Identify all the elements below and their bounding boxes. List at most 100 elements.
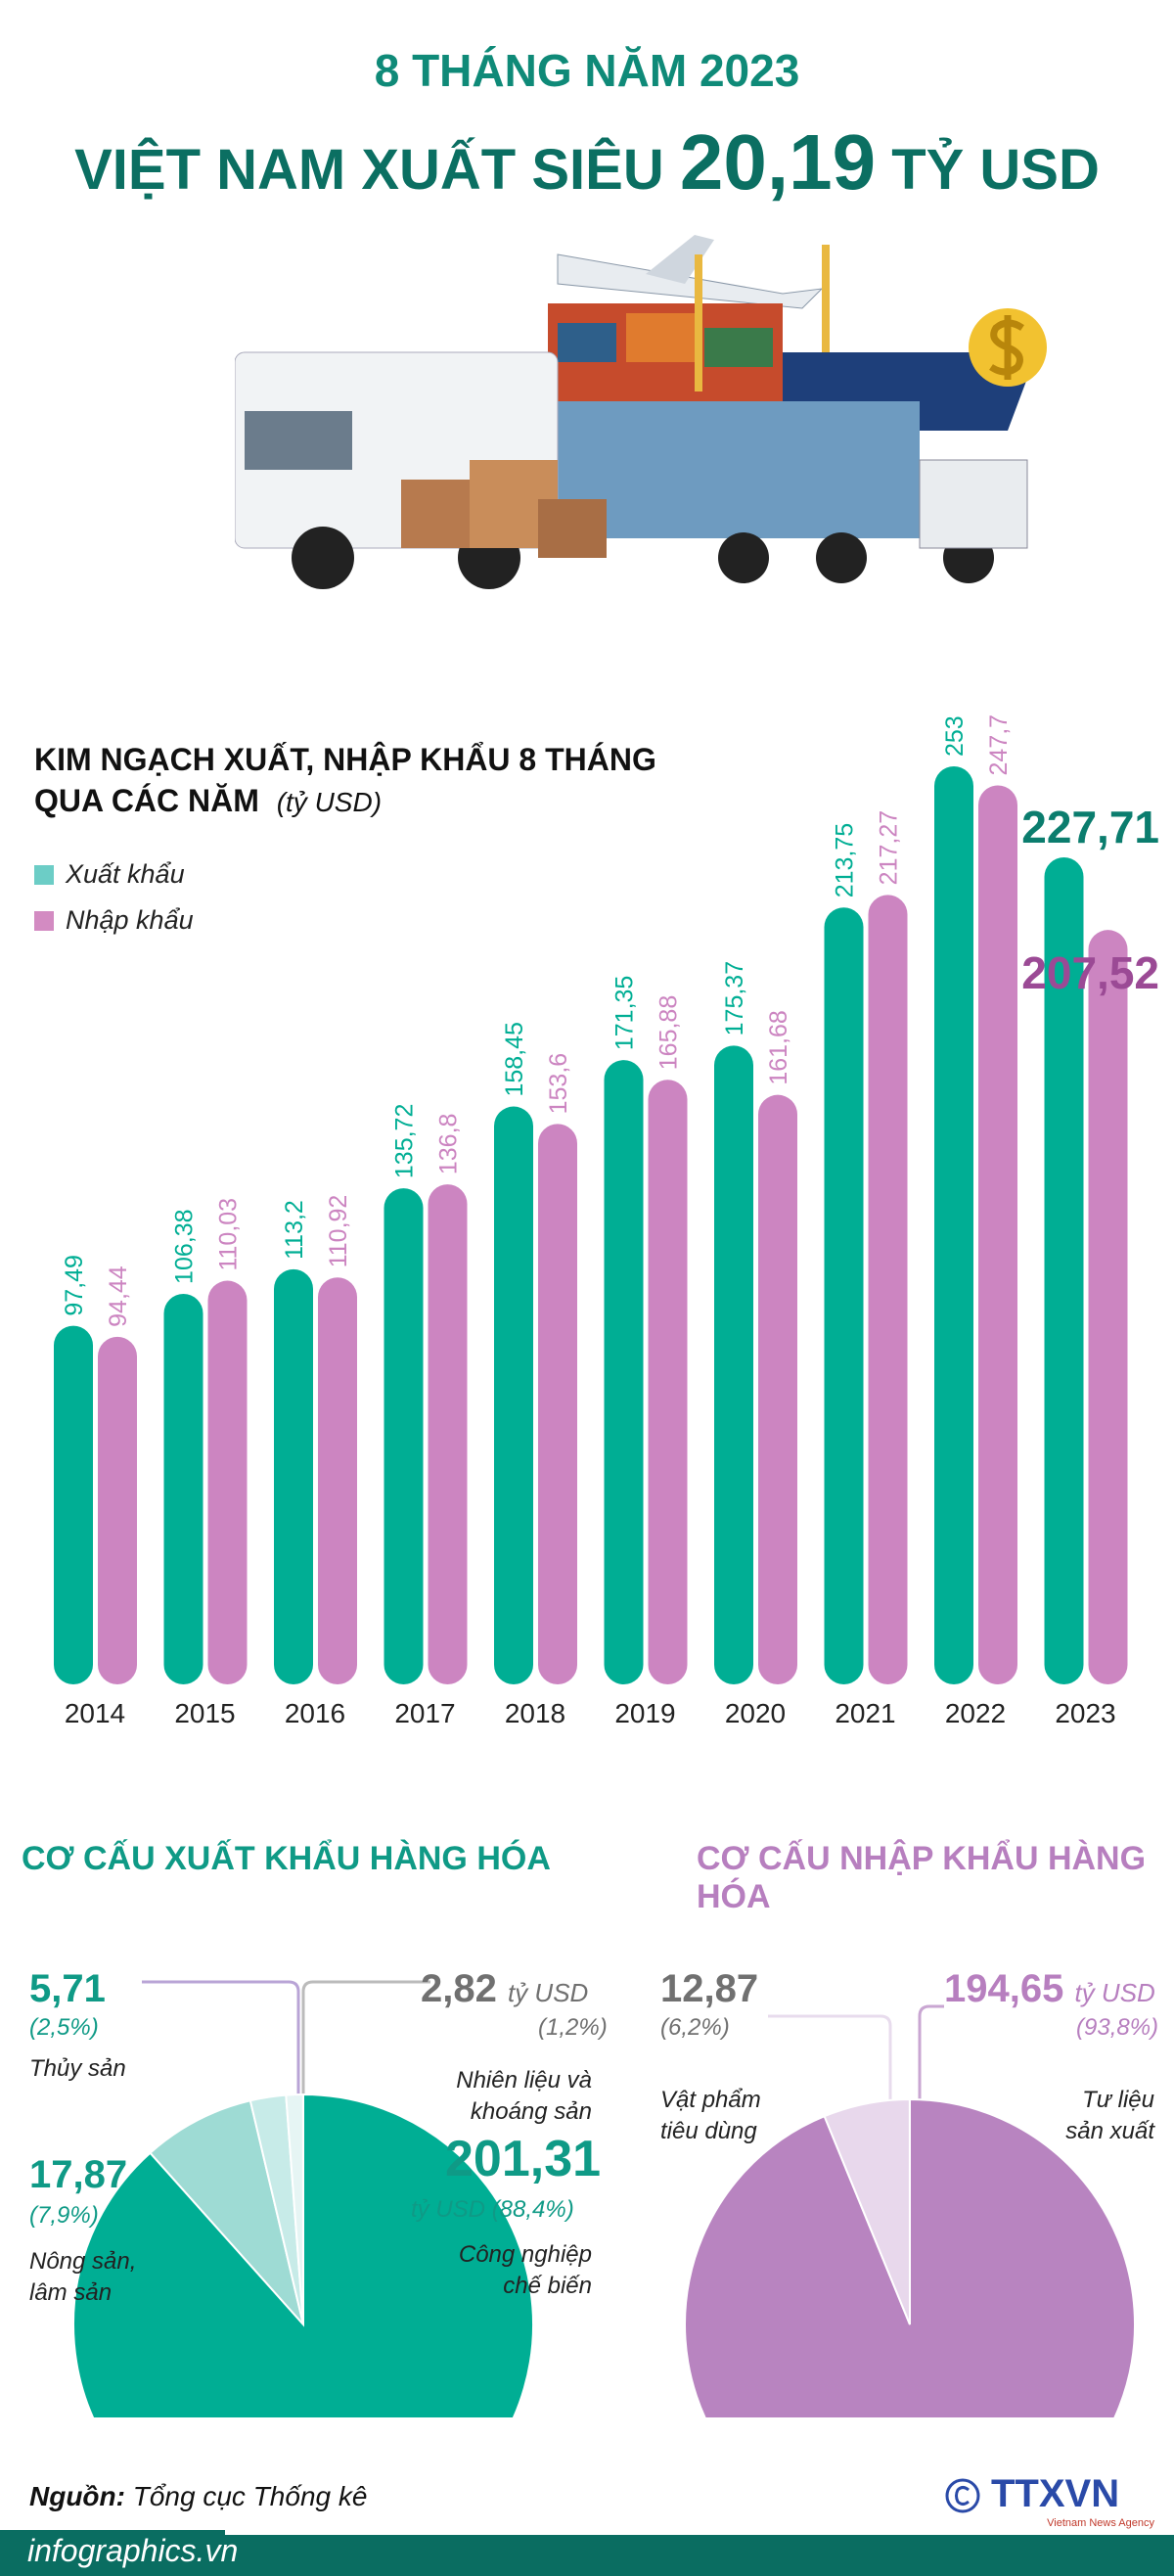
x-tick-label: 2015 <box>174 1698 235 1728</box>
bar-export-2014 <box>54 1325 93 1684</box>
bar-chart: 97,49 94,44 2014 106,38 110,03 2015 113,2 110,9… <box>54 714 1159 1728</box>
pie-charts <box>72 1980 1136 2417</box>
bar-import-2016 <box>318 1277 357 1684</box>
x-tick-label: 2016 <box>285 1698 345 1728</box>
legend-label-import: Nhập khẩu <box>66 905 194 935</box>
value-label: 247,7 <box>985 714 1013 776</box>
value-label: 135,72 <box>391 1104 419 1178</box>
export-pct-thuy-san: (2,5%) <box>29 2014 99 2041</box>
value-label: 213,75 <box>832 823 859 897</box>
logo-subtitle: Vietnam News Agency <box>1047 2517 1154 2529</box>
value-label: 153,6 <box>545 1053 572 1115</box>
bar-import-2019 <box>648 1080 688 1684</box>
bar-import-2018 <box>538 1124 577 1684</box>
trade-illustration <box>235 235 1047 589</box>
chart-title: KIM NGẠCH XUẤT, NHẬP KHẨU 8 THÁNG QUA CÁC… <box>34 739 656 823</box>
chart-title-line2: QUA CÁC NĂM <box>34 783 259 818</box>
bar-export-2018 <box>494 1106 533 1684</box>
legend-swatch-import <box>34 910 54 931</box>
export-structure-title: CƠ CẤU XUẤT KHẨU HÀNG HÓA <box>22 1840 551 1877</box>
logo-text: TTXVN <box>991 2472 1120 2515</box>
export-pct-cong-nghiep: tỷ USD (88,4%) <box>411 2196 574 2223</box>
export-value-thuy-san: 5,71 <box>29 1967 106 2010</box>
import-label-tieu-dung: Vật phẩm tiêu dùng <box>660 2087 761 2144</box>
source: Nguồn: Tổng cục Thống kê <box>29 2481 367 2512</box>
legend-import: Nhập khẩu <box>34 905 194 936</box>
value-label: 165,88 <box>655 995 683 1070</box>
x-tick-label: 2021 <box>835 1698 895 1728</box>
bar-export-2020 <box>714 1045 753 1684</box>
page-title: VIỆT NAM XUẤT SIÊU 20,19 TỶ USD <box>0 115 1174 217</box>
bar-export-2021 <box>824 907 864 1684</box>
bar-import-2017 <box>428 1184 468 1684</box>
subtitle: 8 THÁNG NĂM 2023 <box>374 45 800 96</box>
bar-import-2014 <box>98 1336 137 1684</box>
value-label: 161,68 <box>765 1010 792 1084</box>
export-pie-slice <box>285 2093 304 2325</box>
value-label: 97,49 <box>61 1255 88 1316</box>
title-value: 20,19 <box>679 118 877 206</box>
value-label: 136,8 <box>435 1114 463 1175</box>
value-label: 207,52 <box>1021 947 1159 998</box>
import-pct-tu-lieu: (93,8%) <box>1076 2014 1159 2041</box>
title-prefix: VIỆT NAM XUẤT SIÊU <box>74 138 664 202</box>
bar-export-2023 <box>1044 856 1084 1684</box>
chart-title-line1: KIM NGẠCH XUẤT, NHẬP KHẨU 8 THÁNG <box>34 742 656 777</box>
x-tick-label: 2020 <box>725 1698 786 1728</box>
import-pct-tieu-dung: (6,2%) <box>660 2014 730 2041</box>
import-value-tu-lieu: 194,65 tỷ USD <box>944 1967 1155 2010</box>
export-label-cong-nghiep: Công nghiệp chế biến <box>458 2241 592 2299</box>
bar-export-2016 <box>274 1268 313 1684</box>
dollar-icon <box>989 315 1024 380</box>
value-label: 227,71 <box>1021 802 1159 852</box>
bar-import-2021 <box>868 895 908 1684</box>
value-label: 106,38 <box>171 1209 199 1283</box>
bar-export-2022 <box>934 766 973 1684</box>
export-value-nong-san: 17,87 <box>29 2153 128 2196</box>
source-label: Nguồn: <box>29 2481 125 2511</box>
source-text: Tổng cục Thống kê <box>132 2481 368 2511</box>
bar-export-2019 <box>604 1060 644 1684</box>
value-label: 158,45 <box>501 1022 528 1096</box>
import-value-tieu-dung: 12,87 <box>660 1967 759 2010</box>
bar-export-2015 <box>163 1293 203 1684</box>
bar-export-2017 <box>384 1188 424 1684</box>
x-tick-label: 2014 <box>65 1698 125 1728</box>
value-label: 113,2 <box>281 1200 308 1260</box>
legend-label-export: Xuất khẩu <box>66 859 185 889</box>
value-label: 110,03 <box>215 1198 243 1271</box>
copyright-icon <box>945 2478 980 2513</box>
value-label: 253 <box>941 715 969 757</box>
export-value-cong-nghiep: 201,31 <box>445 2131 602 2187</box>
legend-export: Xuất khẩu <box>34 859 185 890</box>
bar-import-2015 <box>207 1280 248 1684</box>
import-structure-title: CƠ CẤU NHẬP KHẨU HÀNG HÓA <box>697 1840 1147 1915</box>
export-pie-slice <box>149 2099 304 2325</box>
export-label-nhien-lieu: Nhiên liệu và khoáng sản <box>456 2067 592 2125</box>
x-tick-label: 2022 <box>945 1698 1006 1728</box>
x-tick-label: 2023 <box>1055 1698 1115 1728</box>
x-tick-label: 2017 <box>394 1698 455 1728</box>
export-label-nong-san: Nông sản, lâm sản <box>29 2248 137 2306</box>
value-label: 94,44 <box>105 1265 132 1327</box>
import-label-tu-lieu: Tư liệu sản xuất <box>1065 2087 1154 2144</box>
legend-swatch-export <box>34 864 54 885</box>
value-label: 110,92 <box>325 1195 352 1268</box>
export-value-nhien-lieu: 2,82 tỷ USD <box>421 1967 589 2010</box>
footer-bar <box>0 2530 1174 2576</box>
chart-unit: (tỷ USD) <box>276 787 383 817</box>
x-tick-label: 2019 <box>614 1698 675 1728</box>
export-label-thuy-san: Thủy sản <box>29 2055 126 2082</box>
import-pie-slice <box>823 2097 911 2325</box>
x-tick-label: 2018 <box>505 1698 565 1728</box>
title-suffix: TỶ USD <box>891 138 1100 202</box>
export-pct-nong-san: (7,9%) <box>29 2202 99 2229</box>
site-link[interactable]: infographics.vn <box>27 2533 239 2568</box>
bar-import-2023 <box>1088 930 1128 1684</box>
ttxvn-logo: TTXVN Vietnam News Agency <box>944 2471 1154 2532</box>
value-label: 175,37 <box>721 961 748 1035</box>
export-pct-nhien-lieu: (1,2%) <box>538 2014 608 2041</box>
bar-import-2022 <box>978 785 1017 1684</box>
structure-pies: 5,71 (2,5%) Thủy sản 2,82 tỷ USD (1,2%) … <box>0 1909 1174 2417</box>
value-label: 171,35 <box>611 976 639 1050</box>
